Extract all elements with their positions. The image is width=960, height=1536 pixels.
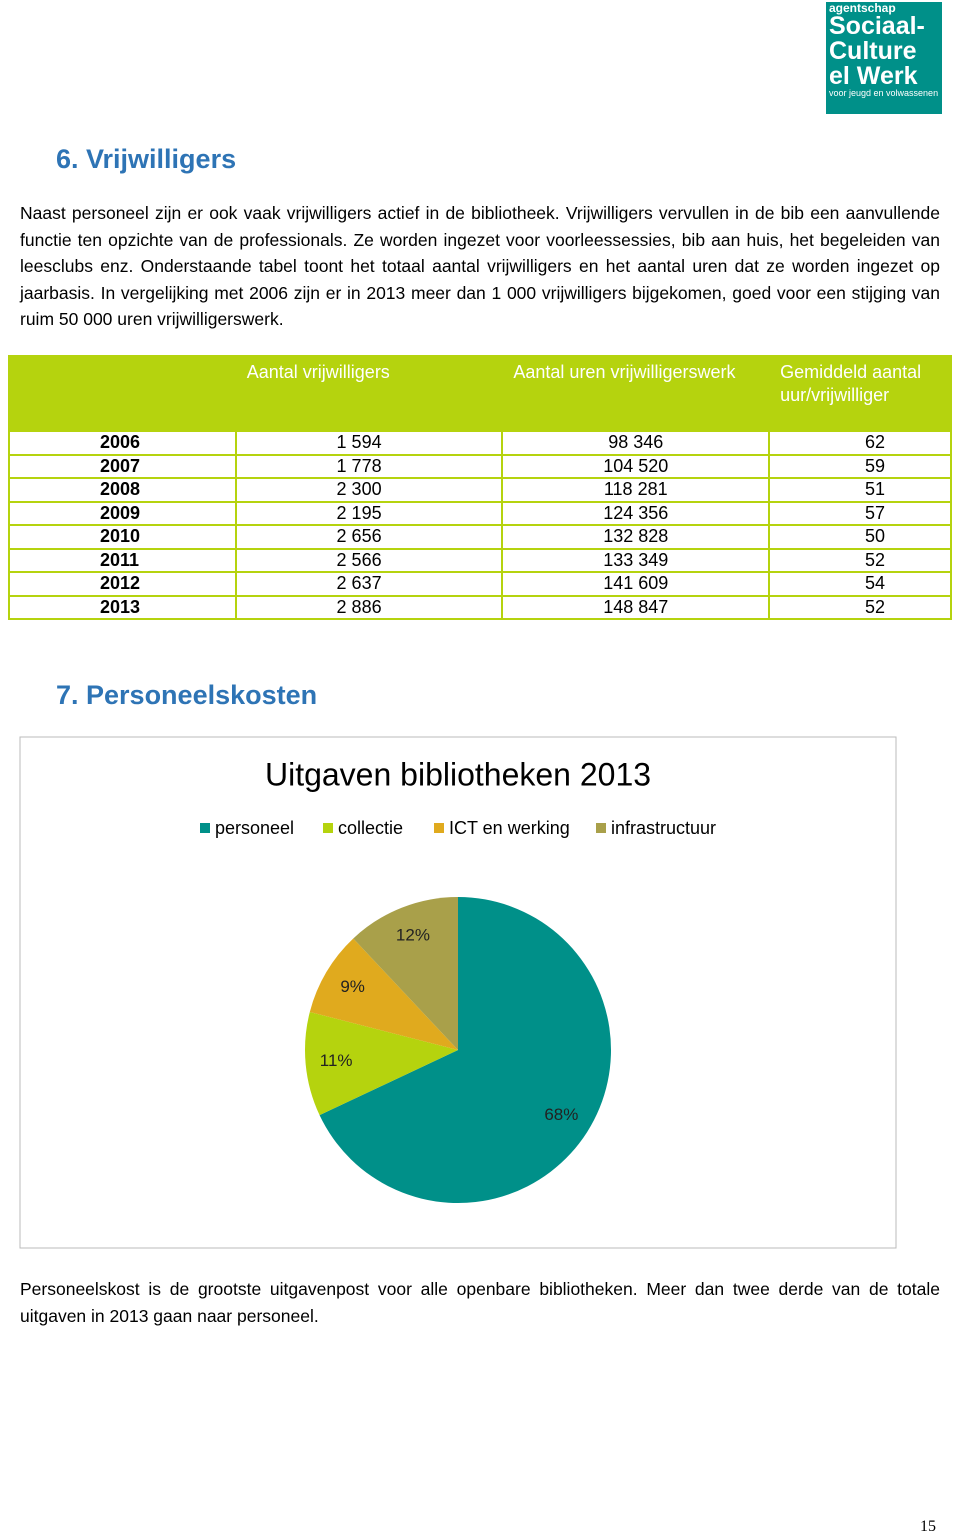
table-cell: 52 — [768, 594, 952, 620]
table-row: 2006 1 594 98 346 62 — [8, 430, 952, 456]
table-cell: 2 656 — [234, 524, 504, 550]
table-cell: 2010 — [8, 524, 237, 550]
header-cell — [8, 355, 237, 432]
table-cell: 2 637 — [234, 571, 504, 597]
table-cell: 2 300 — [234, 477, 504, 503]
table-cell: 57 — [768, 500, 952, 526]
table-cell: 2 566 — [234, 547, 504, 573]
table-cell: 2008 — [8, 477, 237, 503]
legend-swatch — [596, 823, 606, 833]
logo-text: voor jeugd en volwassenen — [829, 88, 939, 98]
table-cell: 141 609 — [501, 571, 771, 597]
chart-title: Uitgaven bibliotheken 2013 — [265, 756, 651, 792]
table-cell: 2006 — [8, 430, 237, 456]
paragraph: Personeelskost is de grootste uitgavenpo… — [20, 1279, 940, 1326]
logo-text: Sociaal- — [829, 12, 925, 40]
legend-label: infrastructuur — [611, 818, 716, 838]
table-cell: 52 — [768, 547, 952, 573]
paragraph: Naast personeel zijn er ook vaak vrijwil… — [20, 203, 940, 329]
table-cell: 1 594 — [234, 430, 504, 456]
data-label: 12% — [396, 926, 430, 945]
table-cell: 124 356 — [501, 500, 771, 526]
table: Aantal vrijwilligers Aantal uren vrijwill… — [8, 355, 952, 620]
heading: 6. Vrijwilligers — [56, 144, 237, 174]
table-cell: 62 — [768, 430, 952, 456]
page-number: 15 — [920, 1518, 936, 1535]
legend-label: personeel — [215, 818, 294, 838]
table-cell: 2013 — [8, 594, 237, 620]
chart: Uitgaven bibliotheken 2013 personeel coll… — [19, 736, 897, 1249]
logo: agentschap Sociaal- Culture el Werk voor jeu… — [826, 2, 942, 114]
legend-label: collectie — [338, 818, 403, 838]
table-cell: 2 195 — [234, 500, 504, 526]
legend-swatch — [434, 823, 444, 833]
pie-slice — [353, 897, 458, 1050]
data-label: 68% — [544, 1105, 578, 1124]
table-cell: 118 281 — [501, 477, 771, 503]
table-cell: 148 847 — [501, 594, 771, 620]
legend-label: ICT en werking — [449, 818, 570, 838]
table-cell: 2012 — [8, 571, 237, 597]
table-row: 2012 2 637 141 609 54 — [8, 571, 952, 597]
data-label: 11% — [320, 1051, 353, 1070]
table-cell: 59 — [768, 453, 952, 479]
pie-slice — [319, 897, 611, 1203]
table-cell: 133 349 — [501, 547, 771, 573]
table-cell: 1 778 — [234, 453, 504, 479]
header-cell: Aantal uren vrijwilligerswerk — [501, 355, 771, 432]
data-label: 9% — [340, 977, 365, 996]
logo-text: agentschap — [829, 1, 896, 15]
header-row: Aantal vrijwilligers Aantal uren vrijwill… — [8, 355, 952, 432]
pie-slice — [305, 1011, 458, 1116]
table-cell: 2 886 — [234, 594, 504, 620]
table-row: 2008 2 300 118 281 51 — [8, 477, 952, 503]
pie-slice — [309, 938, 458, 1050]
heading: 7. Personeelskosten — [56, 680, 318, 710]
table-cell: 98 346 — [501, 430, 771, 456]
table-cell: 50 — [768, 524, 952, 550]
table-cell: 2009 — [8, 500, 237, 526]
table-cell: 132 828 — [501, 524, 771, 550]
table-row: 2009 2 195 124 356 57 — [8, 500, 952, 526]
table-cell: 2011 — [8, 547, 237, 573]
table-cell: 51 — [768, 477, 952, 503]
table-cell: 2007 — [8, 453, 237, 479]
table-row: 2007 1 778 104 520 59 — [8, 453, 952, 479]
legend-swatch — [323, 823, 333, 833]
table-cell: 104 520 — [501, 453, 771, 479]
table-cell: 54 — [768, 571, 952, 597]
header-cell: Aantal vrijwilligers — [234, 355, 504, 432]
table-row: 2013 2 886 148 847 52 — [8, 594, 952, 620]
table-row: 2010 2 656 132 828 50 — [8, 524, 952, 550]
logo-text: el Werk — [829, 62, 918, 90]
legend-swatch — [200, 823, 210, 833]
header-cell: Gemiddeld aantal uur/vrijwilliger — [768, 355, 952, 432]
table-row: 2011 2 566 133 349 52 — [8, 547, 952, 573]
logo-text: Culture — [829, 37, 917, 65]
